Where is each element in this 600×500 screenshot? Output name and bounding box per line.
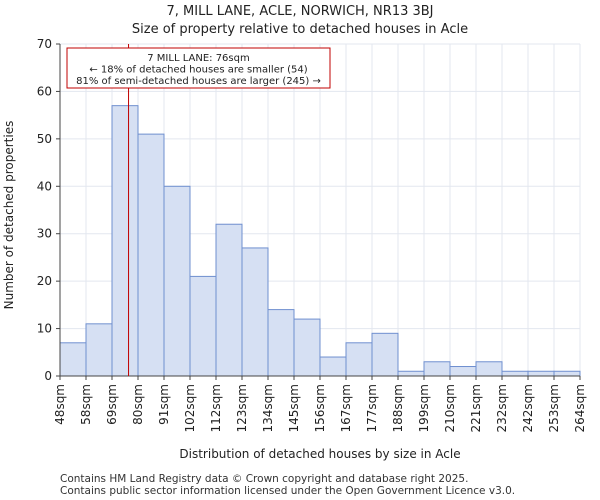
bar bbox=[371, 332, 399, 377]
bar bbox=[85, 323, 113, 377]
x-tick-label: 188sqm bbox=[391, 384, 405, 432]
y-tick-label: 50 bbox=[37, 132, 52, 146]
bar bbox=[137, 133, 165, 377]
chart-title: 7, MILL LANE, ACLE, NORWICH, NR13 3BJ bbox=[166, 4, 434, 19]
y-tick-label: 10 bbox=[37, 322, 52, 336]
x-tick-label: 102sqm bbox=[183, 384, 197, 432]
bar bbox=[397, 370, 425, 377]
x-tick-label: 134sqm bbox=[261, 384, 275, 432]
y-axis-label: Number of detached properties bbox=[2, 121, 16, 310]
x-tick-label: 80sqm bbox=[131, 384, 145, 425]
x-tick-label: 264sqm bbox=[573, 384, 587, 432]
y-tick-labels: 0 10 20 30 40 50 60 70 bbox=[37, 37, 60, 383]
y-tick-label: 30 bbox=[37, 227, 52, 241]
property-marker: 7 MILL LANE: 76sqm← 18% of detached hous… bbox=[66, 44, 331, 376]
x-tick-label: 253sqm bbox=[547, 384, 561, 432]
bar bbox=[501, 370, 529, 377]
bar bbox=[215, 223, 243, 377]
bars bbox=[59, 105, 581, 377]
footer-licence: Contains public sector information licen… bbox=[60, 485, 516, 497]
annotation-line: 81% of semi-detached houses are larger (… bbox=[76, 76, 321, 87]
bar bbox=[189, 275, 217, 377]
bar bbox=[345, 342, 373, 377]
x-tick-label: 232sqm bbox=[495, 384, 509, 432]
x-tick-label: 199sqm bbox=[417, 384, 431, 432]
x-tick-label: 145sqm bbox=[287, 384, 301, 432]
bar bbox=[423, 361, 451, 377]
annotation-box bbox=[66, 47, 331, 89]
bar bbox=[241, 247, 269, 377]
x-axis-label: Distribution of detached houses by size … bbox=[179, 447, 460, 461]
chart-subtitle: Size of property relative to detached ho… bbox=[131, 22, 469, 37]
x-tick-label: 167sqm bbox=[339, 384, 353, 432]
x-tick-label: 210sqm bbox=[443, 384, 457, 432]
bar bbox=[293, 318, 321, 377]
bar bbox=[475, 361, 503, 377]
y-tick-label: 0 bbox=[44, 369, 52, 383]
x-tick-label: 112sqm bbox=[209, 384, 223, 432]
bar bbox=[59, 342, 87, 377]
bar bbox=[553, 370, 581, 377]
x-tick-label: 177sqm bbox=[365, 384, 379, 432]
y-tick-label: 70 bbox=[37, 37, 52, 51]
footer-copyright: Contains HM Land Registry data © Crown c… bbox=[60, 473, 469, 485]
x-tick-label: 221sqm bbox=[469, 384, 483, 432]
y-tick-label: 60 bbox=[37, 84, 52, 98]
x-tick-label: 123sqm bbox=[235, 384, 249, 432]
bar bbox=[319, 356, 347, 377]
annotation-line: 7 MILL LANE: 76sqm bbox=[147, 53, 249, 64]
y-tick-label: 40 bbox=[37, 179, 52, 193]
x-tick-label: 242sqm bbox=[521, 384, 535, 432]
bar bbox=[449, 366, 477, 377]
x-tick-labels: 48sqm 58sqm 69sqm 80sqm 91sqm 102sqm 112sqm 123… bbox=[53, 376, 587, 432]
bar bbox=[163, 185, 191, 377]
bar bbox=[111, 105, 139, 377]
bar bbox=[527, 370, 555, 377]
y-tick-label: 20 bbox=[37, 274, 52, 288]
x-tick-label: 58sqm bbox=[79, 384, 93, 425]
bar bbox=[267, 309, 295, 377]
x-tick-label: 48sqm bbox=[53, 384, 67, 425]
x-tick-label: 156sqm bbox=[313, 384, 327, 432]
annotation-line: ← 18% of detached houses are smaller (54… bbox=[89, 65, 307, 76]
x-tick-label: 91sqm bbox=[157, 384, 171, 425]
x-tick-label: 69sqm bbox=[105, 384, 119, 425]
